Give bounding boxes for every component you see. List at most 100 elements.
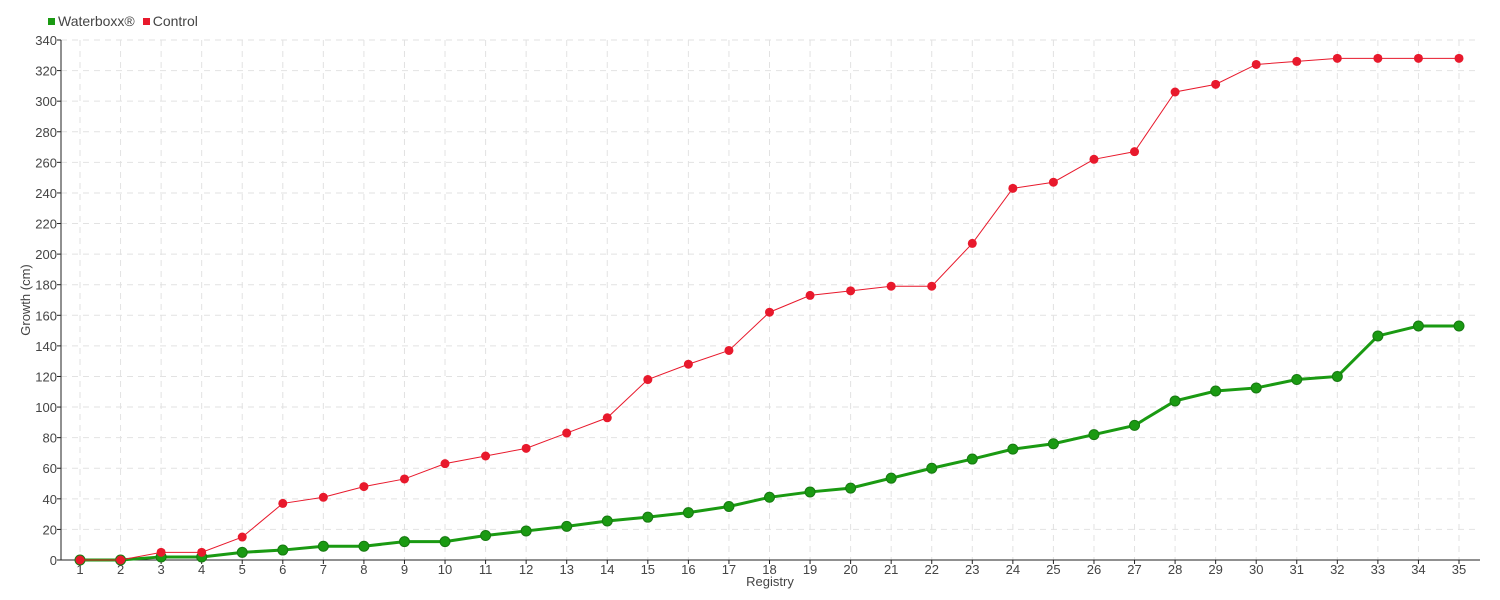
x-tick-label: 7 — [320, 562, 327, 577]
data-point — [1412, 320, 1424, 332]
data-point — [278, 498, 288, 508]
x-tick-label: 4 — [198, 562, 205, 577]
data-point — [520, 525, 532, 537]
data-point — [1453, 320, 1465, 332]
data-point — [1088, 429, 1100, 441]
data-point — [1292, 56, 1302, 66]
data-point — [1373, 53, 1383, 63]
series-control — [75, 53, 1464, 565]
legend-item-control[interactable]: Control — [142, 13, 198, 29]
y-tick-label: 220 — [35, 217, 57, 232]
y-tick-label: 40 — [43, 492, 57, 507]
data-point — [156, 547, 166, 557]
x-tick-label: 28 — [1168, 562, 1182, 577]
x-tick-label: 22 — [925, 562, 939, 577]
x-tick-label: 18 — [762, 562, 776, 577]
data-point — [845, 482, 857, 494]
y-tick-label: 120 — [35, 369, 57, 384]
data-point — [116, 555, 126, 565]
data-point — [1007, 443, 1019, 455]
data-point — [1169, 395, 1181, 407]
data-point — [1372, 330, 1384, 342]
x-tick-label: 3 — [158, 562, 165, 577]
data-point — [440, 459, 450, 469]
data-point — [1250, 382, 1262, 394]
x-tick-label: 17 — [722, 562, 736, 577]
x-tick-label: 30 — [1249, 562, 1263, 577]
y-tick-label: 160 — [35, 308, 57, 323]
x-tick-label: 2 — [117, 562, 124, 577]
y-tick-label: 340 — [35, 33, 57, 48]
data-point — [562, 428, 572, 438]
data-point — [318, 492, 328, 502]
x-tick-label: 8 — [360, 562, 367, 577]
data-point — [359, 482, 369, 492]
x-axis-label: Registry — [746, 574, 794, 589]
data-point — [642, 511, 654, 523]
y-tick-label: 280 — [35, 125, 57, 140]
data-point — [1210, 385, 1222, 397]
y-tick-label: 60 — [43, 461, 57, 476]
x-tick-label: 31 — [1290, 562, 1304, 577]
x-tick-label: 34 — [1411, 562, 1425, 577]
data-point — [926, 462, 938, 474]
data-point — [846, 286, 856, 296]
x-tick-label: 14 — [600, 562, 614, 577]
data-point — [481, 451, 491, 461]
x-tick-label: 19 — [803, 562, 817, 577]
data-point — [966, 453, 978, 465]
data-point — [1454, 53, 1464, 63]
series — [74, 53, 1465, 566]
data-point — [197, 547, 207, 557]
y-tick-label: 240 — [35, 186, 57, 201]
x-tick-label: 32 — [1330, 562, 1344, 577]
x-tick-label: 33 — [1371, 562, 1385, 577]
y-tick-label: 180 — [35, 278, 57, 293]
y-tick-label: 260 — [35, 155, 57, 170]
data-point — [1331, 370, 1343, 382]
data-point — [967, 238, 977, 248]
x-tick-label: 35 — [1452, 562, 1466, 577]
data-point — [480, 530, 492, 542]
x-tick-label: 9 — [401, 562, 408, 577]
data-point — [237, 532, 247, 542]
data-point — [723, 500, 735, 512]
series-waterboxx — [74, 320, 1465, 566]
data-point — [1129, 419, 1141, 431]
data-point — [521, 443, 531, 453]
data-point — [439, 536, 451, 548]
grid — [61, 39, 1480, 560]
y-tick-label: 0 — [50, 553, 57, 568]
legend: Waterboxx® Control — [48, 13, 198, 29]
x-tick-label: 21 — [884, 562, 898, 577]
data-point — [317, 540, 329, 552]
data-point — [724, 345, 734, 355]
y-tick-label: 100 — [35, 400, 57, 415]
data-point — [236, 546, 248, 558]
y-tick-label: 320 — [35, 64, 57, 79]
legend-swatch-control — [142, 17, 150, 25]
x-tick-label: 12 — [519, 562, 533, 577]
legend-item-waterboxx[interactable]: Waterboxx® — [48, 13, 135, 29]
data-point — [804, 486, 816, 498]
data-point — [805, 290, 815, 300]
y-tick-label: 80 — [43, 431, 57, 446]
x-tick-label: 29 — [1208, 562, 1222, 577]
data-point — [885, 472, 897, 484]
data-point — [1332, 53, 1342, 63]
data-point — [398, 536, 410, 548]
x-tick-label: 6 — [279, 562, 286, 577]
data-point — [358, 540, 370, 552]
legend-label: Control — [152, 13, 198, 29]
x-tick-label: 11 — [479, 562, 493, 577]
y-tick-label: 140 — [35, 339, 57, 354]
y-tick-label: 20 — [43, 522, 57, 537]
x-tick-label: 24 — [1006, 562, 1020, 577]
data-point — [1413, 53, 1423, 63]
data-point — [1211, 79, 1221, 89]
data-point — [601, 515, 613, 527]
x-tick-label: 23 — [965, 562, 979, 577]
legend-label: Waterboxx® — [58, 13, 135, 29]
data-point — [1048, 177, 1058, 187]
